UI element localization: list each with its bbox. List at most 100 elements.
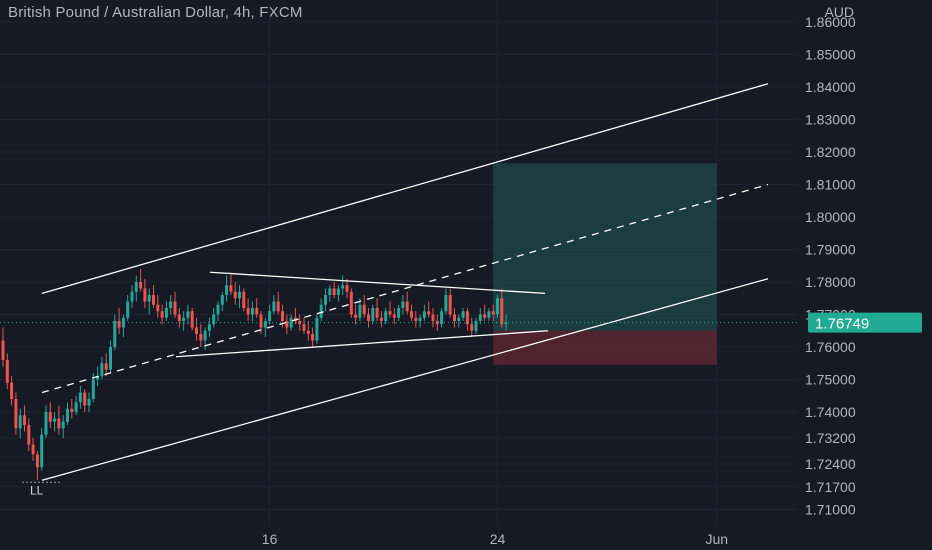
candle-body	[457, 317, 461, 321]
price-axis-label: 1.72400	[805, 456, 856, 472]
candle-body	[259, 314, 263, 328]
candle-body	[104, 363, 108, 370]
channel-mid-line[interactable]	[41, 183, 769, 394]
target-zone[interactable]	[493, 163, 717, 331]
candle-body	[130, 291, 134, 302]
candle	[306, 321, 310, 341]
price-axis-label: 1.86000	[805, 14, 856, 30]
candle-body	[83, 392, 87, 406]
candle	[461, 308, 465, 321]
candle-body	[504, 322, 508, 325]
candle-body	[195, 327, 198, 334]
candle	[293, 308, 297, 325]
triangle-lower-line[interactable]	[175, 330, 549, 358]
candle	[164, 301, 168, 321]
candle	[156, 295, 160, 318]
candle-body	[233, 291, 237, 299]
candle	[152, 285, 155, 308]
last-price-tag	[808, 312, 922, 333]
candle-body	[487, 311, 491, 318]
candle	[220, 291, 224, 312]
candle-body	[147, 295, 151, 302]
candle	[169, 295, 173, 315]
candle-body	[70, 408, 74, 412]
candle	[491, 304, 495, 321]
candle	[203, 327, 207, 351]
candle	[431, 308, 435, 328]
candle	[371, 304, 375, 325]
candle	[276, 291, 280, 315]
candle	[246, 298, 250, 321]
time-axis-label: Jun	[706, 531, 729, 547]
candle	[405, 291, 409, 315]
candle-body	[152, 295, 155, 305]
candle-body	[126, 301, 130, 318]
candle-body	[281, 311, 284, 321]
drawings[interactable]	[41, 83, 769, 481]
candle-body	[78, 392, 82, 403]
candle	[207, 317, 211, 338]
candle	[422, 304, 426, 321]
candle-body	[35, 454, 39, 468]
candle-body	[207, 324, 211, 331]
candle-body	[474, 321, 478, 331]
time-axis[interactable]: 16 24 Jun	[262, 531, 728, 547]
candle-body	[27, 425, 31, 445]
candle-body	[169, 301, 173, 308]
stop-zone[interactable]	[493, 330, 717, 365]
candle	[74, 395, 78, 416]
price-axis-label: 1.76000	[805, 339, 856, 355]
price-axis-label: 1.85000	[805, 47, 856, 63]
channel-lower-line[interactable]	[41, 278, 769, 481]
candle-body	[302, 324, 306, 331]
candle	[341, 275, 345, 295]
price-axis-label: 1.71700	[805, 479, 856, 495]
candle-body	[225, 285, 229, 295]
triangle-upper-line[interactable]	[209, 271, 546, 295]
candle	[440, 308, 444, 328]
candle-body	[143, 288, 147, 302]
candle-body	[203, 330, 207, 341]
candle-body	[18, 415, 22, 429]
candle	[113, 314, 117, 351]
candle-body	[57, 418, 61, 429]
candle-body	[379, 317, 383, 321]
candle	[336, 285, 340, 302]
candle-body	[405, 301, 409, 312]
candle-body	[315, 317, 319, 341]
candle-body	[414, 317, 418, 321]
candle-body	[285, 321, 289, 328]
candle-body	[44, 412, 48, 435]
candle	[349, 288, 353, 318]
candle	[483, 304, 487, 321]
price-axis-label: 1.78000	[805, 274, 856, 290]
candle	[195, 317, 198, 341]
channel-upper-line[interactable]	[41, 83, 769, 294]
price-axis[interactable]: 1.86000 1.85000 1.84000 1.83000 1.82000 1.810…	[805, 14, 856, 518]
candle-body	[384, 311, 388, 321]
candle-body	[156, 304, 160, 312]
candle	[298, 314, 302, 331]
candle-body	[40, 434, 44, 468]
candle-body	[48, 412, 52, 422]
currency-label: AUD	[824, 4, 854, 20]
candle	[388, 301, 392, 318]
candle-body	[53, 418, 57, 422]
candle	[242, 288, 246, 312]
candle-body	[164, 308, 168, 318]
candle-body	[371, 308, 375, 321]
candle	[130, 285, 134, 308]
candle-body	[465, 311, 469, 325]
candle-body	[139, 282, 143, 289]
candle	[375, 298, 379, 321]
candle	[104, 353, 108, 377]
candle	[44, 405, 48, 438]
candle-body	[401, 301, 405, 308]
candle-body	[113, 321, 117, 347]
candle	[57, 405, 61, 435]
candle	[70, 399, 74, 419]
candle-body	[186, 311, 190, 318]
candle-body	[31, 444, 35, 455]
candle-body	[491, 311, 495, 315]
